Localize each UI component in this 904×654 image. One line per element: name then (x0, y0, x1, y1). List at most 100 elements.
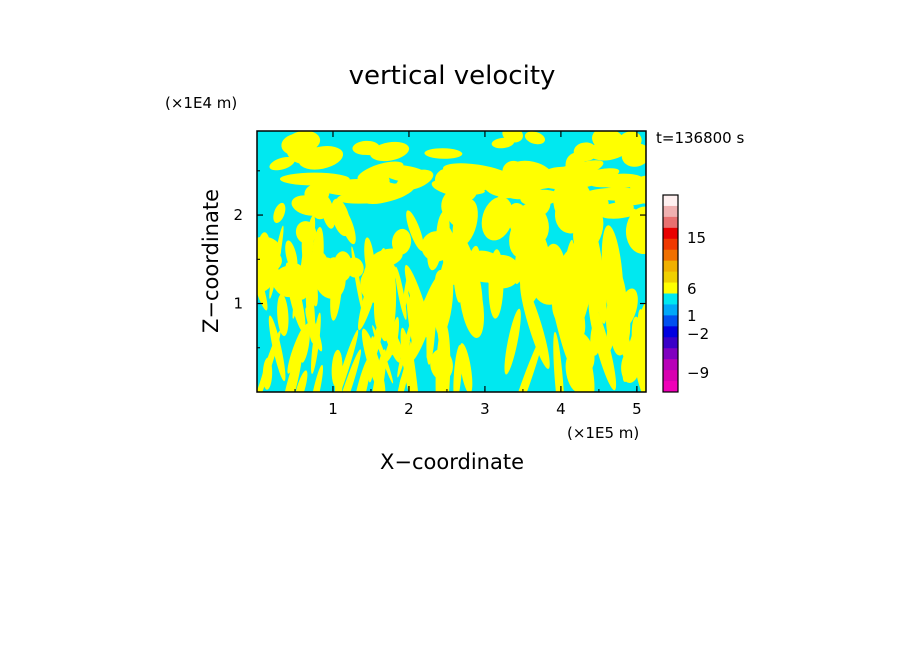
positive-velocity-patch (590, 318, 603, 356)
colorbar-label: −9 (687, 364, 709, 382)
x-axis: 1 2 3 4 5 (294, 131, 642, 418)
colorbar-band (663, 370, 678, 382)
positive-velocity-patch (625, 206, 646, 255)
x-tick-label: 3 (480, 400, 490, 418)
positive-velocity-patch (391, 228, 412, 255)
positive-velocity-patch (334, 352, 343, 392)
colorbar-band (663, 271, 678, 284)
plot-frame (256, 130, 647, 393)
positive-velocity-patch (506, 335, 544, 392)
positive-velocity-patch (614, 188, 646, 206)
positive-velocity-patch (502, 131, 523, 143)
positive-velocity-patch (565, 354, 584, 392)
y-tick-label: 1 (233, 295, 243, 313)
colorbar-label: −2 (687, 325, 709, 343)
colorbar-band (663, 348, 678, 360)
positive-velocity-patch (524, 131, 546, 145)
positive-velocity-patch (398, 376, 404, 392)
colorbar-band (663, 282, 678, 294)
positive-velocity-patch (459, 343, 473, 392)
y-axis: 12 (233, 170, 646, 349)
positive-velocity-patch (431, 179, 475, 198)
positive-velocity-patch (301, 235, 318, 307)
positive-velocity-patch (483, 254, 521, 289)
positive-velocity-patch (567, 245, 595, 339)
positive-velocity-patch (257, 250, 282, 273)
positive-velocity-patch (273, 202, 286, 223)
colorbar-band (663, 337, 678, 349)
colorbar-band (663, 227, 678, 240)
y-unit-label: (×1E4 m) (165, 94, 237, 112)
positive-velocity-patch (427, 231, 442, 271)
positive-velocity-patch (262, 357, 273, 390)
positive-velocity-patch (323, 257, 346, 298)
plot-area (256, 130, 647, 393)
positive-velocity-patch (555, 197, 588, 229)
colorbar-band (663, 315, 678, 327)
time-label: t=136800 s (656, 129, 744, 147)
velocity-field (257, 131, 646, 392)
positive-velocity-patch (637, 309, 646, 363)
positive-velocity-patch (452, 199, 478, 247)
positive-velocity-patch (299, 323, 310, 363)
positive-velocity-patch (372, 325, 394, 384)
colorbar-frame (662, 194, 679, 393)
colorbar-band (663, 216, 678, 229)
positive-velocity-patch (430, 349, 453, 381)
colorbar-band (663, 326, 678, 338)
positive-velocity-patch (298, 146, 344, 170)
positive-velocity-patch (424, 148, 463, 159)
positive-velocity-patch (588, 139, 629, 161)
colorbar-band (663, 205, 678, 218)
positive-velocity-patch (277, 294, 289, 337)
positive-velocity-patch (305, 307, 323, 352)
positive-velocity-patch (409, 275, 442, 362)
positive-velocity-patch (268, 315, 286, 382)
positive-velocity-patch (558, 168, 620, 190)
y-axis-label: Z−coordinate (199, 189, 223, 333)
positive-velocity-patch (531, 265, 567, 305)
positive-velocity-patch (285, 240, 298, 272)
colorbar-band (663, 381, 678, 393)
colorbar-label: 1 (687, 307, 697, 325)
positive-velocity-patch (397, 314, 415, 378)
colorbar-band (663, 249, 678, 262)
x-tick-label: 2 (404, 400, 414, 418)
positive-velocity-patch (518, 211, 543, 266)
positive-velocity-patch (370, 141, 410, 162)
positive-velocity-patch (598, 202, 634, 218)
colorbar-band (663, 238, 678, 251)
positive-velocity-patch (351, 356, 371, 392)
positive-velocity-patch (269, 156, 295, 171)
colorbar-band (663, 293, 678, 305)
positive-velocity-patch (380, 164, 430, 183)
positive-velocity-patch (363, 182, 415, 204)
positive-velocity-patch (286, 131, 321, 153)
positive-velocity-patch (606, 296, 618, 352)
x-axis-label: X−coordinate (380, 450, 524, 474)
positive-velocity-patch (481, 196, 514, 241)
positive-velocity-patch (453, 172, 504, 192)
positive-velocity-patch (406, 210, 424, 251)
x-tick-label: 4 (556, 400, 566, 418)
positive-velocity-patch (393, 330, 413, 383)
colorbar-band (663, 304, 678, 316)
positive-velocity-patch (455, 251, 487, 277)
positive-velocity-patch (434, 269, 447, 293)
positive-velocity-patch (332, 349, 362, 392)
positive-velocity-patch (606, 258, 627, 306)
positive-velocity-patch (553, 331, 565, 392)
positive-velocity-patch (309, 180, 357, 196)
positive-velocity-patch (338, 206, 356, 245)
positive-velocity-patch (504, 308, 521, 375)
colorbar-band (663, 260, 678, 273)
x-tick-label: 5 (632, 400, 642, 418)
y-tick-label: 2 (233, 206, 243, 224)
colorbar: 15 6 1−2 −9 (662, 194, 709, 393)
positive-velocity-patch (436, 287, 444, 351)
chart-title: vertical velocity (349, 61, 556, 91)
x-tick-label: 1 (328, 400, 338, 418)
positive-velocity-patch (294, 370, 308, 392)
positive-velocity-patch (358, 146, 380, 156)
